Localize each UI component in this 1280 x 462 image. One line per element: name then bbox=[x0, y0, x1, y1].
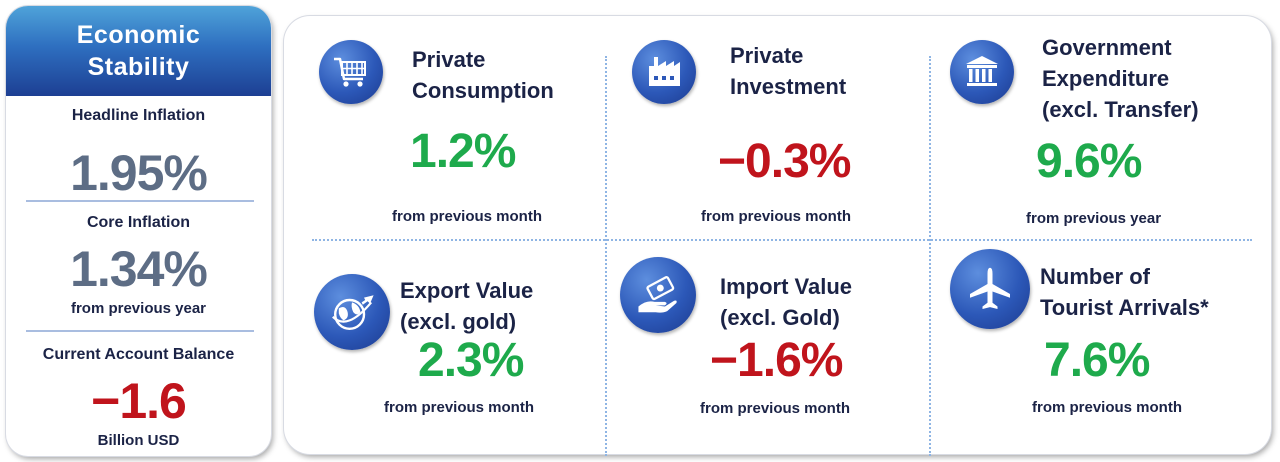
economic-stability-title: Economic Stability bbox=[76, 21, 201, 81]
government-expenditure-note: from previous year bbox=[1026, 210, 1162, 227]
export-value-value: 2.3% bbox=[418, 334, 524, 387]
hand-money-icon bbox=[620, 257, 696, 333]
indicator-government-expenditure: Government Expenditure (excl. Transfer) … bbox=[930, 16, 1271, 239]
headline-inflation-label: Headline Inflation bbox=[71, 107, 206, 124]
title-line: Import Value bbox=[720, 274, 853, 299]
indicator-tourist-arrivals: Number of Tourist Arrivals* 7.6% from pr… bbox=[930, 239, 1271, 454]
current-account-label: Current Account Balance bbox=[42, 346, 235, 363]
vertical-divider-1 bbox=[605, 56, 607, 456]
private-investment-note: from previous month bbox=[701, 208, 852, 225]
private-consumption-title: Private Consumption bbox=[412, 44, 554, 106]
vertical-divider-2 bbox=[929, 56, 931, 456]
title-line: Private bbox=[412, 47, 486, 72]
private-investment-value: −0.3% bbox=[718, 135, 851, 188]
title-line: (excl. gold) bbox=[400, 309, 517, 334]
indicator-import-value: Import Value (excl. Gold) −1.6% from pre… bbox=[606, 239, 930, 454]
current-account-unit: Billion USD bbox=[97, 432, 180, 449]
private-consumption-note: from previous month bbox=[392, 208, 543, 225]
inflation-note: from previous year bbox=[70, 300, 207, 317]
headline-inflation-value: 1.95% bbox=[70, 145, 208, 201]
separator-1 bbox=[26, 200, 254, 202]
factory-icon bbox=[632, 40, 696, 104]
private-investment-title: Private Investment bbox=[730, 40, 846, 102]
import-value-note: from previous month bbox=[700, 400, 851, 417]
title-line: Tourist Arrivals* bbox=[1040, 295, 1209, 320]
horizontal-divider bbox=[312, 239, 1252, 241]
title-line: (excl. Transfer) bbox=[1042, 97, 1199, 122]
government-building-icon bbox=[950, 40, 1014, 104]
tourist-arrivals-title: Number of Tourist Arrivals* bbox=[1040, 261, 1209, 323]
export-value-note: from previous month bbox=[384, 399, 535, 416]
indicators-panel: Private Consumption 1.2% from previous m… bbox=[284, 16, 1271, 456]
government-expenditure-value: 9.6% bbox=[1036, 135, 1142, 188]
indicator-private-consumption: Private Consumption 1.2% from previous m… bbox=[284, 16, 606, 239]
title-line: Government bbox=[1042, 35, 1172, 60]
tourist-arrivals-value: 7.6% bbox=[1044, 334, 1150, 387]
export-value-title: Export Value (excl. gold) bbox=[400, 275, 533, 337]
title-line: Number of bbox=[1040, 264, 1150, 289]
core-inflation-label: Core Inflation bbox=[86, 214, 191, 231]
separator-2 bbox=[26, 330, 254, 332]
title-line: Export Value bbox=[400, 278, 534, 303]
shopping-cart-icon bbox=[319, 40, 383, 104]
current-account-value: −1.6 bbox=[91, 373, 187, 429]
title-line: (excl. Gold) bbox=[720, 305, 840, 330]
private-consumption-value: 1.2% bbox=[410, 125, 516, 178]
import-value-title: Import Value (excl. Gold) bbox=[720, 271, 852, 333]
economic-stability-panel: Economic Stability Headline Inflation 1.… bbox=[6, 6, 271, 456]
title-line: Expenditure bbox=[1042, 66, 1170, 91]
indicator-private-investment: Private Investment −0.3% from previous m… bbox=[606, 16, 930, 239]
core-inflation-value: 1.34% bbox=[70, 241, 208, 297]
economic-stability-header: Economic Stability bbox=[6, 6, 271, 96]
title-line: Private bbox=[730, 43, 804, 68]
globe-plane-icon bbox=[314, 274, 390, 350]
airplane-icon bbox=[950, 249, 1030, 329]
import-value-value: −1.6% bbox=[710, 334, 843, 387]
government-expenditure-title: Government Expenditure (excl. Transfer) bbox=[1042, 32, 1199, 125]
title-line: Investment bbox=[730, 74, 847, 99]
title-line: Consumption bbox=[412, 78, 554, 103]
indicator-export-value: Export Value (excl. gold) 2.3% from prev… bbox=[284, 239, 606, 454]
tourist-arrivals-note: from previous month bbox=[1032, 399, 1183, 416]
